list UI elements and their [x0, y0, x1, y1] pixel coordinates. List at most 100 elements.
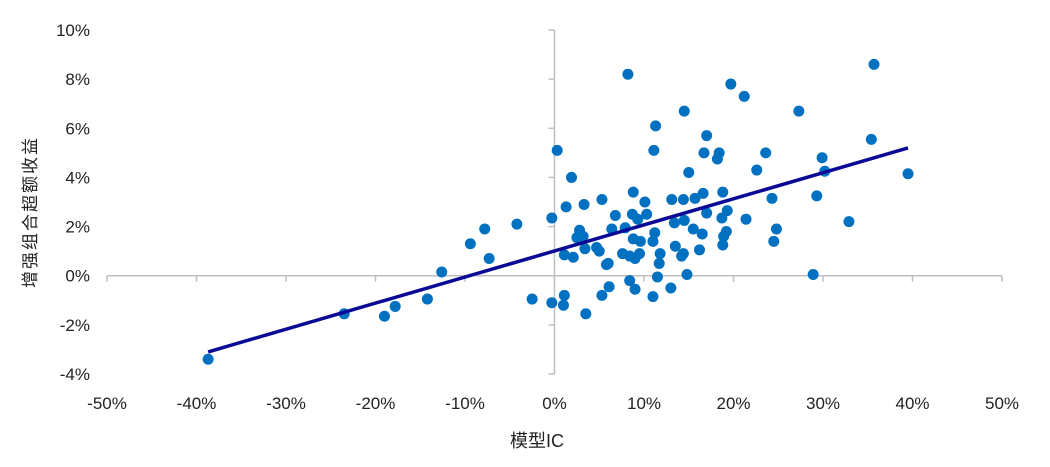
y-tick-label: 6%: [65, 119, 90, 138]
data-point: [768, 235, 780, 247]
data-point: [593, 245, 605, 257]
x-tick-label: -40%: [177, 394, 217, 413]
data-point: [641, 208, 653, 220]
y-tick-label: 0%: [65, 267, 90, 286]
data-point: [666, 194, 678, 206]
data-point: [689, 192, 701, 204]
data-point: [697, 187, 709, 199]
data-point: [648, 144, 660, 156]
x-tick-label: -10%: [445, 394, 485, 413]
x-tick-label: 40%: [895, 394, 929, 413]
data-point: [807, 268, 819, 280]
data-point: [766, 192, 778, 204]
data-point: [698, 147, 710, 159]
data-point: [622, 68, 634, 80]
data-point: [701, 207, 713, 219]
data-point: [511, 218, 523, 230]
data-point: [567, 251, 579, 263]
data-point: [629, 283, 641, 295]
trendline-layer: [207, 146, 909, 354]
x-axis-label: 模型IC: [510, 431, 564, 451]
data-point: [577, 230, 589, 242]
data-point: [483, 253, 495, 265]
data-point: [624, 275, 636, 287]
data-point: [865, 133, 877, 145]
data-point: [634, 248, 646, 260]
y-tick-label: -4%: [60, 365, 90, 384]
x-tick-label: 0%: [542, 394, 567, 413]
data-point: [649, 227, 661, 239]
data-point: [770, 223, 782, 235]
trendline: [207, 146, 909, 354]
data-point: [650, 120, 662, 132]
data-point: [738, 90, 750, 102]
x-tick-label: -30%: [266, 394, 306, 413]
x-tick-label: 30%: [806, 394, 840, 413]
data-point: [653, 257, 665, 269]
data-point: [600, 259, 612, 271]
data-points: [202, 58, 914, 365]
data-point: [546, 297, 558, 309]
x-tick-label: 20%: [716, 394, 750, 413]
data-point: [546, 212, 558, 224]
data-point: [596, 194, 608, 206]
data-point: [651, 271, 663, 283]
data-point: [566, 171, 578, 183]
data-point: [843, 216, 855, 228]
data-point: [718, 230, 730, 242]
data-point: [687, 223, 699, 235]
data-point: [751, 164, 763, 176]
data-point: [603, 281, 615, 293]
data-point: [639, 196, 651, 208]
data-point: [721, 205, 733, 217]
data-point: [711, 153, 723, 165]
data-point: [717, 186, 729, 198]
y-tick-label: 2%: [65, 218, 90, 237]
y-tick-label: 10%: [56, 21, 90, 40]
data-point: [632, 213, 644, 225]
x-tick-label: -50%: [87, 394, 127, 413]
data-point: [436, 266, 448, 278]
data-point: [681, 268, 693, 280]
data-point: [578, 198, 590, 210]
data-point: [669, 240, 681, 252]
data-point: [579, 243, 591, 255]
data-point: [668, 217, 680, 229]
data-point: [551, 144, 563, 156]
data-point: [693, 244, 705, 256]
data-point: [717, 239, 729, 251]
y-axis-label: 增强组合超额收益: [21, 136, 40, 288]
y-tick-label: -2%: [60, 316, 90, 335]
x-tick-label: 10%: [627, 394, 661, 413]
data-point: [701, 130, 713, 142]
data-point: [677, 194, 689, 206]
y-tick-label: 4%: [65, 168, 90, 187]
x-tick-label: 50%: [985, 394, 1019, 413]
data-point: [202, 353, 214, 365]
data-point: [793, 105, 805, 117]
data-point: [654, 248, 666, 260]
data-point: [696, 228, 708, 240]
data-point: [725, 78, 737, 90]
data-point: [378, 310, 390, 322]
data-point: [596, 289, 608, 301]
data-point: [526, 293, 538, 305]
data-point: [464, 238, 476, 250]
data-point: [678, 214, 690, 226]
tick-labels: -50% -40% -30% -20% -10% 0% 10% 20% 30% 40% 50% -4%…: [56, 21, 1019, 413]
data-point: [389, 300, 401, 312]
data-point: [647, 291, 659, 303]
data-point: [676, 250, 688, 262]
x-tick-label: -20%: [356, 394, 396, 413]
data-point: [811, 190, 823, 202]
data-point: [557, 299, 569, 311]
data-point: [421, 293, 433, 305]
data-point: [609, 210, 621, 222]
y-tick-label: 8%: [65, 70, 90, 89]
data-point: [760, 147, 772, 159]
data-point: [627, 186, 639, 198]
axes: [106, 29, 1003, 375]
data-point: [902, 168, 914, 180]
data-point: [683, 167, 695, 179]
